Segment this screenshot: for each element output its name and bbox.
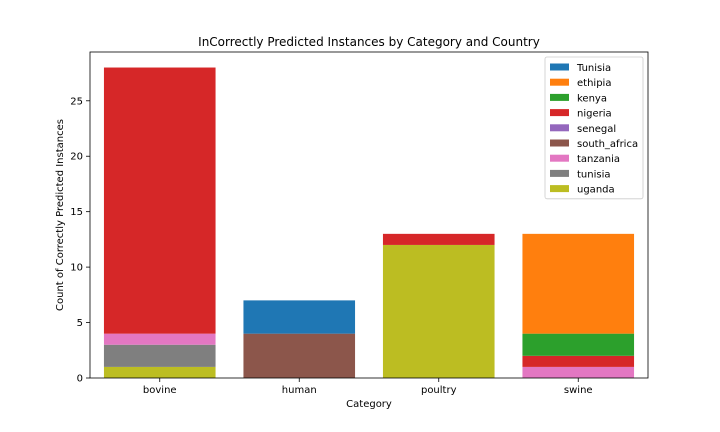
legend-label: uganda <box>577 185 615 196</box>
y-tick-label: 5 <box>77 318 83 329</box>
legend-label: kenya <box>577 93 607 104</box>
bar-bovine-tanzania <box>103 333 216 345</box>
bar-human-south-africa <box>243 333 356 378</box>
bar-swine-tanzania <box>522 366 635 378</box>
legend-swatch <box>550 63 569 71</box>
plot-area <box>89 51 649 379</box>
legend-swatch <box>550 78 569 86</box>
legend-label: Tunisia <box>576 63 611 74</box>
y-axis: 0 5 10 15 20 25 <box>70 96 90 385</box>
y-tick-label: 0 <box>77 374 83 385</box>
bar-swine-kenya <box>522 333 635 356</box>
x-tick-label: human <box>282 385 317 396</box>
bars-group <box>103 67 635 378</box>
legend-swatch <box>550 139 569 147</box>
legend: Tunisia ethipia kenya nigeria senegal south_a… <box>544 56 644 200</box>
legend-swatch <box>550 124 569 132</box>
y-tick-label: 15 <box>70 207 83 218</box>
y-tick-label: 25 <box>70 96 83 107</box>
legend-label: south_africa <box>577 139 638 150</box>
bar-human-tunisia <box>243 300 356 334</box>
bar-poultry-nigeria <box>382 233 495 245</box>
chart-title: InCorrectly Predicted Instances by Categ… <box>198 35 540 49</box>
bar-bovine-uganda <box>103 366 216 378</box>
legend-swatch <box>550 109 569 117</box>
bar-swine-nigeria <box>522 355 635 367</box>
legend-label: senegal <box>577 124 616 135</box>
x-tick-label: bovine <box>143 385 177 396</box>
legend-label: tanzania <box>577 154 620 165</box>
bar-bovine-nigeria <box>103 67 216 334</box>
legend-label: tunisia <box>577 169 611 180</box>
legend-swatch <box>550 169 569 177</box>
bar-swine-ethipia <box>522 233 635 334</box>
legend-swatch <box>550 154 569 162</box>
y-tick-label: 20 <box>70 152 83 163</box>
legend-label: nigeria <box>577 109 612 120</box>
x-axis: bovine human poultry swine <box>143 378 593 396</box>
y-axis-label: Count of Correctly Predicted Instances <box>55 119 66 311</box>
x-tick-label: poultry <box>421 385 457 396</box>
x-tick-label: swine <box>564 385 593 396</box>
x-axis-label: Category <box>346 399 392 410</box>
legend-swatch <box>550 93 569 101</box>
bar-bovine-tunisia <box>103 344 216 367</box>
legend-label: ethipia <box>577 78 611 89</box>
legend-box <box>544 56 644 200</box>
legend-swatch <box>550 185 569 193</box>
bar-poultry-uganda <box>382 244 495 378</box>
y-tick-label: 10 <box>70 263 83 274</box>
